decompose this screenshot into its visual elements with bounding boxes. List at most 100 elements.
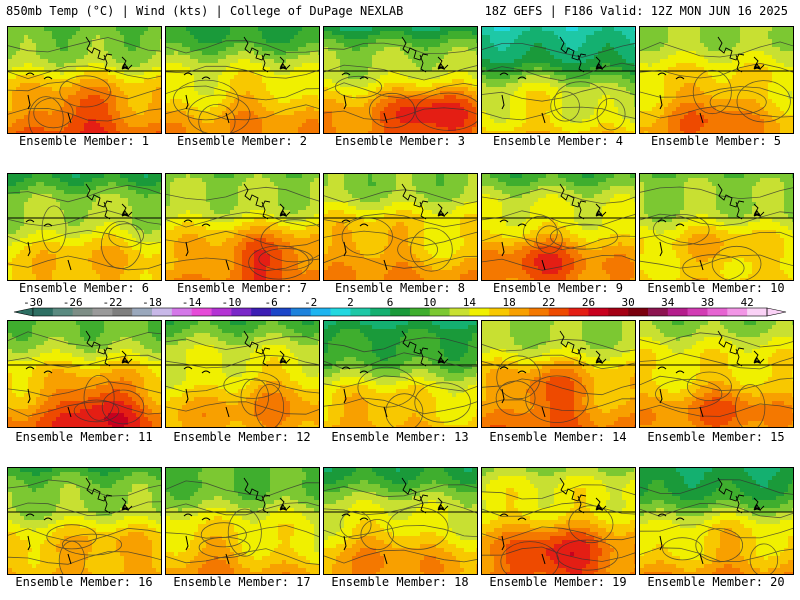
colorbar-tick-label: 6	[387, 296, 394, 309]
wind-barbs	[183, 210, 288, 271]
ensemble-member-label: Ensemble Member: 5	[636, 134, 796, 148]
ensemble-member-10-map	[639, 173, 794, 281]
ensemble-member-label: Ensemble Member: 19	[478, 575, 638, 589]
wind-barbs	[25, 210, 130, 271]
wind-barbs	[499, 210, 604, 271]
ensemble-member-9-map	[481, 173, 636, 281]
ensemble-member-label: Ensemble Member: 9	[478, 281, 638, 295]
ensemble-member-7-map	[165, 173, 320, 281]
ensemble-member-label: Ensemble Member: 20	[636, 575, 796, 589]
great-lakes-outline	[717, 330, 765, 367]
colorbar-tick-label: -10	[221, 296, 241, 309]
colorbar-max-arrow	[766, 307, 787, 317]
height-contours	[482, 43, 635, 131]
colorbar-bin	[290, 308, 312, 316]
colorbar-bin	[469, 308, 490, 316]
colorbar-bin	[628, 308, 649, 316]
colorbar-bin	[231, 308, 252, 316]
colorbar-tick-label: 10	[423, 296, 436, 309]
great-lakes-outline	[243, 330, 291, 367]
colorbar-bin	[52, 308, 73, 316]
ensemble-member-15-map	[639, 320, 794, 428]
height-contours	[166, 336, 319, 427]
great-lakes-outline	[85, 330, 133, 367]
ensemble-member-16-map	[7, 467, 162, 575]
colorbar-bin	[528, 308, 550, 316]
colorbar-bin	[271, 308, 292, 316]
ensemble-member-label: Ensemble Member: 13	[320, 430, 480, 444]
great-lakes-outline	[85, 36, 133, 73]
great-lakes-outline	[243, 477, 291, 514]
great-lakes-outline	[401, 183, 449, 220]
colorbar-bin	[370, 308, 391, 316]
ensemble-member-label: Ensemble Member: 15	[636, 430, 796, 444]
ensemble-member-3-map	[323, 26, 478, 134]
height-contours	[324, 484, 477, 564]
colorbar-tick-label: -30	[23, 296, 43, 309]
ensemble-member-label: Ensemble Member: 3	[320, 134, 480, 148]
colorbar-bin	[72, 308, 93, 316]
colorbar-tick-label: 18	[502, 296, 515, 309]
colorbar-bin	[687, 308, 708, 316]
colorbar-min-arrow	[13, 307, 34, 317]
colorbar-tick-label: -2	[304, 296, 317, 309]
ensemble-member-label: Ensemble Member: 6	[4, 281, 164, 295]
colorbar-bin	[33, 308, 54, 316]
wind-barbs	[341, 504, 446, 565]
ensemble-member-17-map	[165, 467, 320, 575]
wind-barbs	[499, 357, 604, 418]
wind-barbs	[25, 504, 130, 565]
colorbar-bin	[132, 308, 153, 316]
height-contours	[640, 41, 793, 123]
colorbar-tick-label: -6	[264, 296, 277, 309]
ensemble-member-19-map	[481, 467, 636, 575]
ensemble-member-label: Ensemble Member: 16	[4, 575, 164, 589]
ensemble-member-13-map	[323, 320, 478, 428]
wind-barbs	[657, 210, 762, 271]
colorbar-tick-label: 22	[542, 296, 555, 309]
colorbar-bin	[330, 308, 351, 316]
map-title: 850mb Temp (°C) | Wind (kts) | College o…	[6, 4, 403, 18]
ensemble-member-label: Ensemble Member: 4	[478, 134, 638, 148]
wind-barbs	[25, 357, 130, 418]
height-contours	[640, 186, 793, 280]
colorbar-bin	[390, 308, 411, 316]
colorbar-bin	[112, 308, 133, 316]
colorbar-bin	[608, 308, 629, 316]
height-contours	[324, 189, 477, 272]
great-lakes-outline	[243, 36, 291, 73]
great-lakes-outline	[559, 36, 607, 73]
colorbar-tick-label: 30	[621, 296, 634, 309]
ensemble-member-label: Ensemble Member: 18	[320, 575, 480, 589]
great-lakes-outline	[559, 477, 607, 514]
wind-barbs	[499, 504, 604, 565]
great-lakes-outline	[85, 183, 133, 220]
colorbar-tick-label: -26	[63, 296, 83, 309]
colorbar-bin	[211, 308, 232, 316]
height-contours	[8, 184, 161, 271]
ensemble-member-label: Ensemble Member: 7	[162, 281, 322, 295]
great-lakes-outline	[401, 477, 449, 514]
ensemble-member-20-map	[639, 467, 794, 575]
colorbar-bin	[747, 308, 768, 316]
colorbar-bin	[429, 308, 450, 316]
ensemble-member-5-map	[639, 26, 794, 134]
wind-barbs	[25, 63, 130, 124]
colorbar-tick-label: -18	[142, 296, 162, 309]
ensemble-member-2-map	[165, 26, 320, 134]
ensemble-member-14-map	[481, 320, 636, 428]
colorbar-bin	[350, 308, 371, 316]
ensemble-member-label: Ensemble Member: 8	[320, 281, 480, 295]
colorbar-bin	[568, 308, 589, 316]
wind-barbs	[657, 63, 762, 124]
model-run-info: 18Z GEFS | F186 Valid: 12Z MON JUN 16 20…	[485, 4, 788, 18]
colorbar-frame	[32, 307, 768, 317]
colorbar-bin	[171, 308, 192, 316]
ensemble-member-6-map	[7, 173, 162, 281]
ensemble-member-label: Ensemble Member: 17	[162, 575, 322, 589]
colorbar-tick-label: 34	[661, 296, 675, 309]
colorbar-tick-label: 42	[741, 296, 754, 309]
colorbar-tick-label: -22	[102, 296, 122, 309]
height-contours	[482, 484, 635, 574]
great-lakes-outline	[717, 477, 765, 514]
